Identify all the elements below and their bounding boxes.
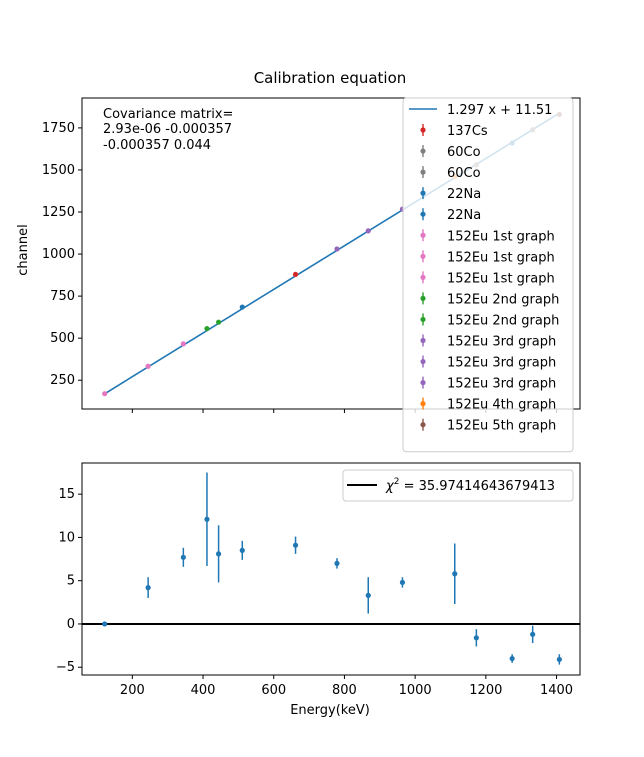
residuals-legend-text: χ2 = 35.97414643679413 (385, 477, 555, 494)
residual-point (180, 554, 186, 560)
data-point (239, 304, 245, 310)
calibration-legend: 1.297 x + 11.51 137Cs 60Co 60Co 22Na 22Na 152E… (402, 97, 574, 453)
legend-label: 152Eu 1st graph (447, 229, 555, 244)
legend-label: 60Co (447, 145, 481, 160)
covariance-line-2: 2.93e-06 -0.000357 (103, 122, 232, 137)
legend-marker (420, 358, 426, 365)
residual-point (239, 547, 245, 553)
legend-label: 152Eu 5th graph (447, 419, 556, 434)
covariance-line-1: Covariance matrix= (103, 107, 233, 122)
legend-marker (420, 401, 426, 407)
legend-marker (420, 316, 426, 323)
legend-marker (420, 380, 426, 386)
residual-point (473, 635, 479, 641)
legend-marker (420, 148, 426, 154)
legend-marker (420, 422, 426, 428)
legend-label: 152Eu 3rd graph (447, 377, 556, 392)
calibration-panel: Calibration equation channel 250 500 750 10… (16, 69, 581, 453)
x-axis-label: Energy(keV) (290, 703, 370, 718)
y-tick-label: 1250 (42, 205, 75, 220)
legend-label: 152Eu 3rd graph (447, 335, 556, 350)
y-tick-label: 750 (50, 289, 75, 304)
legend-label: 152Eu 2nd graph (447, 292, 559, 307)
legend-fit-label: 1.297 x + 11.51 (447, 103, 552, 118)
legend-marker (420, 232, 426, 238)
chi-superscript: 2 (394, 477, 400, 487)
legend-marker (420, 274, 426, 280)
data-point (292, 271, 299, 278)
x-tick-label: 800 (332, 683, 357, 698)
y-tick-label: 500 (50, 331, 75, 346)
data-point (334, 246, 340, 252)
data-point (102, 391, 108, 397)
y-tick-label: 1750 (42, 121, 75, 136)
legend-label: 60Co (447, 166, 481, 181)
legend-label: 152Eu 1st graph (447, 250, 555, 265)
residuals-plot-frame (81, 462, 581, 676)
legend-label: 152Eu 3rd graph (447, 356, 556, 371)
x-tick-label: 1000 (399, 683, 432, 698)
residual-point (365, 592, 371, 598)
legend-marker (420, 127, 426, 133)
residual-point (334, 560, 340, 566)
y-tick-label: 1000 (42, 247, 75, 262)
legend-marker (420, 211, 426, 217)
y-tick-label: 5 (67, 574, 75, 589)
legend-label: 137Cs (447, 124, 488, 139)
legend-marker (420, 190, 426, 196)
data-point (215, 319, 222, 325)
legend-marker (420, 337, 426, 344)
data-point (180, 341, 186, 347)
calibration-plot-frame (81, 97, 581, 410)
data-point (204, 325, 210, 332)
legend-box (402, 97, 574, 453)
legend-label: 152Eu 4th graph (447, 398, 556, 413)
data-point (365, 228, 371, 234)
residual-point (556, 656, 562, 663)
y-tick-label: 250 (50, 373, 75, 388)
residual-point (215, 551, 222, 557)
x-tick-label: 1200 (469, 683, 502, 698)
legend-label: 22Na (447, 187, 481, 202)
residual-point (509, 655, 515, 662)
residuals-legend-box (342, 469, 574, 502)
x-tick-label: 200 (120, 683, 145, 698)
residuals-panel: −5 0 5 10 15 200 400 600 800 1000 1200 1400 Energy(… (56, 462, 581, 718)
covariance-line-3: -0.000357 0.044 (103, 138, 211, 153)
legend-marker (420, 169, 426, 175)
residual-point (530, 631, 536, 637)
legend-label: 152Eu 2nd graph (447, 313, 559, 328)
y-tick-label: 0 (67, 617, 75, 632)
residual-point (452, 571, 458, 577)
y-tick-label: 1500 (42, 163, 75, 178)
y-axis-label: channel (16, 224, 31, 275)
residual-point (102, 621, 108, 627)
covariance-annotation: Covariance matrix= 2.93e-06 -0.000357 -0… (103, 107, 233, 153)
residual-point (292, 542, 299, 548)
residual-point (399, 579, 406, 586)
residual-point (204, 516, 210, 522)
chi-value: = 35.97414643679413 (399, 479, 555, 494)
chi-symbol: χ (385, 479, 395, 494)
legend-label: 22Na (447, 208, 481, 223)
x-tick-label: 400 (191, 683, 216, 698)
data-point (145, 363, 151, 369)
x-tick-label: 1400 (540, 683, 573, 698)
x-tick-label: 600 (261, 683, 286, 698)
y-tick-label: −5 (56, 660, 75, 675)
residual-point (145, 585, 151, 591)
y-tick-label: 15 (58, 487, 75, 502)
legend-marker (420, 295, 426, 301)
chart-title: Calibration equation (254, 69, 407, 87)
legend-marker (420, 253, 426, 259)
y-tick-label: 10 (58, 530, 75, 545)
legend-label: 152Eu 1st graph (447, 271, 555, 286)
residuals-legend: χ2 = 35.97414643679413 (342, 469, 574, 502)
